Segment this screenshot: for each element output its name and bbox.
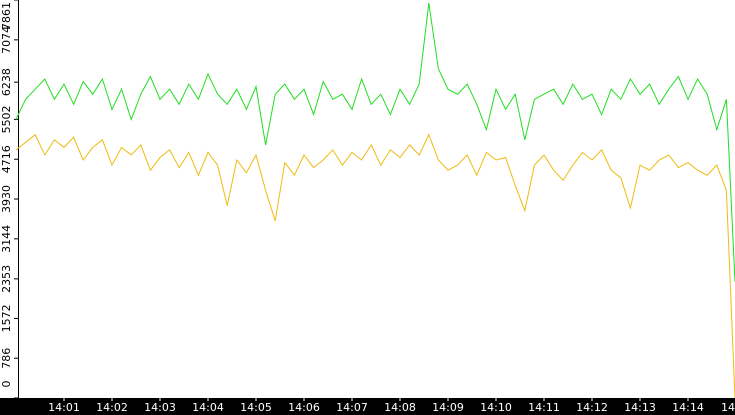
x-tick-label: 14:12	[576, 401, 608, 414]
x-tick-label: 14:02	[96, 401, 128, 414]
y-tick-label: 3930	[0, 185, 13, 213]
x-axis-band	[0, 398, 735, 415]
x-tick-label: 14:06	[288, 401, 320, 414]
x-tick-label: 14:03	[144, 401, 176, 414]
series-line	[15, 133, 735, 399]
y-tick-label: 2353	[0, 265, 13, 293]
x-tick-label: 14:09	[432, 401, 464, 414]
y-tick-label: 1572	[0, 304, 13, 332]
x-tick-label: 14:14	[672, 401, 704, 414]
y-tick-label: 3144	[0, 225, 13, 253]
y-tick-label: 4716	[0, 145, 13, 173]
x-tick-label: 14:11	[528, 401, 560, 414]
x-tick-label: 14	[721, 401, 735, 414]
x-tick-label: 14:05	[240, 401, 272, 414]
x-tick-label: 14:04	[192, 401, 224, 414]
y-tick-label: 7074	[0, 26, 13, 54]
x-tick-label: 14:10	[480, 401, 512, 414]
x-tick-label: 14:13	[624, 401, 656, 414]
x-tick-label: 14:08	[384, 401, 416, 414]
y-tick-label: 0	[0, 381, 13, 388]
y-tick-label: 7861	[0, 2, 13, 30]
y-tick-label: 6238	[0, 68, 13, 96]
series-line	[15, 3, 735, 282]
x-tick-label: 14:01	[48, 401, 80, 414]
y-tick-label: 786	[0, 348, 13, 369]
x-tick-label: 14:07	[336, 401, 368, 414]
y-tick-label: 5502	[0, 105, 13, 133]
